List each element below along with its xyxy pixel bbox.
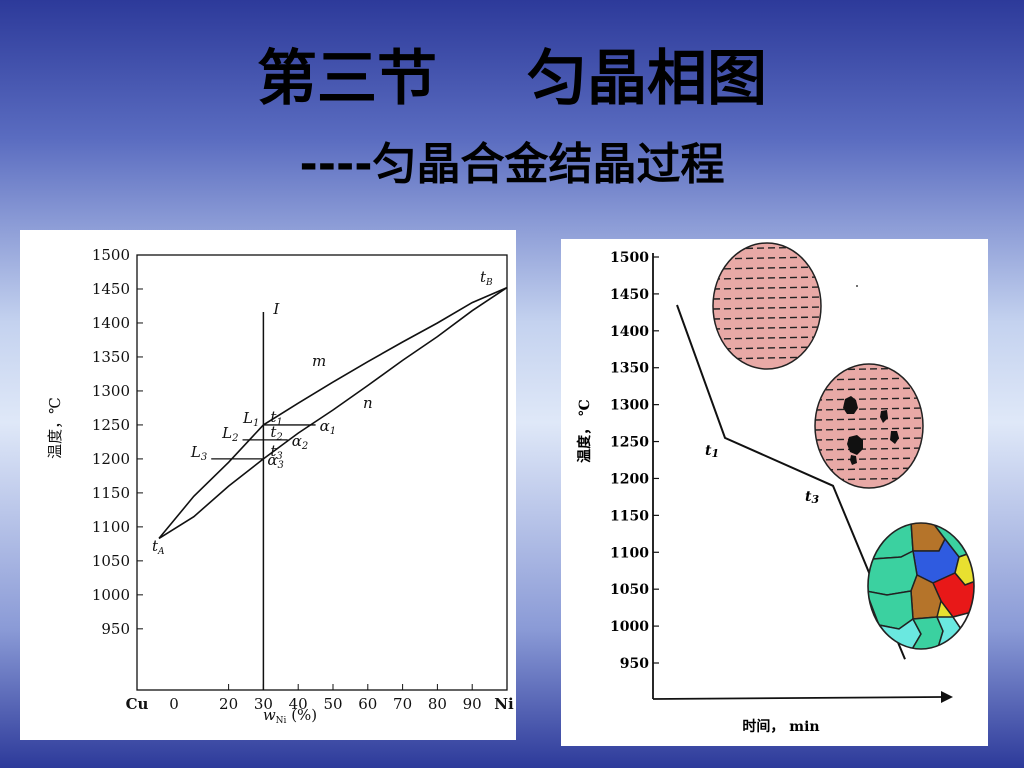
y-tick-label: 1350	[92, 348, 130, 366]
y-tick-label: 1500	[610, 250, 649, 266]
y-tick-label: 1050	[92, 552, 130, 570]
x-axis-label: 时间， min	[742, 718, 819, 735]
dash-line	[815, 437, 923, 441]
dash-line	[713, 326, 821, 330]
label-tB: tB	[480, 268, 493, 288]
label-alpha: α2	[292, 432, 309, 452]
dash-line	[815, 417, 923, 421]
dash-line	[713, 336, 821, 340]
label-tA: tA	[152, 537, 165, 557]
dash-line	[815, 447, 923, 451]
phase-diagram-panel: 1500 1450 1400 1350 1300 1250 1200 1150 1100 1050…	[20, 230, 516, 740]
speck	[856, 285, 858, 287]
label-n: n	[363, 394, 373, 412]
microstructure-liquid	[712, 242, 822, 370]
section-number: 第三节	[257, 44, 437, 114]
microstructure-grains	[867, 522, 975, 650]
y-tick-label: 950	[620, 656, 649, 672]
y-tick-label: 950	[101, 620, 130, 638]
x-tick-label: 80	[428, 695, 447, 713]
dash-line	[815, 467, 923, 471]
x-axis-arrow	[941, 691, 953, 703]
y-tick-label: 1450	[92, 280, 130, 298]
slide-title: 第三节 匀晶相图	[0, 30, 1024, 117]
y-tick-label: 1100	[92, 518, 130, 536]
y-tick-label: 1050	[610, 582, 649, 598]
x-tick-label: 30	[254, 695, 273, 713]
dash-line	[815, 407, 923, 411]
liquidus-curve-m	[158, 286, 508, 539]
dash-line	[815, 387, 923, 391]
x-tick-label: Ni	[494, 695, 514, 713]
dash-line	[815, 457, 923, 461]
y-tick-label: 1400	[610, 324, 649, 340]
dash-line	[713, 266, 821, 270]
section-title: 匀晶相图	[527, 44, 767, 114]
x-tick-label: 70	[393, 695, 412, 713]
cooling-curve-chart: 1500 1450 1400 1350 1300 1250 1200 1150 1100 1050…	[576, 242, 975, 735]
y-tick-label: 1150	[92, 484, 130, 502]
x-axis-label: wNi (%)	[263, 706, 317, 726]
y-tick-label: 1250	[92, 416, 130, 434]
dash-line	[713, 276, 821, 280]
dash-line	[815, 397, 923, 401]
y-tick-label: 1500	[92, 246, 130, 264]
x-tick-label: Cu	[126, 695, 149, 713]
grain	[910, 523, 946, 552]
y-tick-label: 1350	[610, 361, 649, 377]
cooling-curve-panel: 1500 1450 1400 1350 1300 1250 1200 1150 1100 1050…	[561, 239, 988, 746]
label-alpha: α1	[320, 417, 337, 437]
dash-line	[713, 286, 821, 290]
x-tick-label: 60	[358, 695, 377, 713]
dash-line	[713, 306, 821, 310]
dash-line	[713, 346, 821, 350]
label-L1: L1	[242, 409, 259, 429]
label-L2: L2	[221, 424, 238, 444]
plot-frame	[136, 254, 508, 691]
alloy-label-I: I	[272, 300, 280, 318]
y-tick-label: 1200	[92, 450, 130, 468]
label-t3: t3	[805, 489, 819, 506]
dash-line	[815, 427, 923, 431]
y-tick-label: 1250	[610, 435, 649, 451]
phase-diagram-chart: 1500 1450 1400 1350 1300 1250 1200 1150 1100 1050…	[46, 246, 514, 726]
y-axis-label: 温度，℃	[46, 397, 64, 459]
y-tick-label: 1200	[610, 471, 649, 487]
y-tick-label: 1000	[92, 586, 130, 604]
y-tick-label: 1300	[610, 398, 649, 414]
label-t1: t1	[705, 443, 719, 460]
x-tick-label: 50	[323, 695, 342, 713]
dash-line	[713, 296, 821, 300]
microstructure-nucleation	[814, 363, 924, 489]
dash-line	[713, 316, 821, 320]
x-axis	[652, 696, 942, 700]
y-tick-label: 1100	[610, 545, 649, 561]
y-tick-label: 1400	[92, 314, 130, 332]
slide-subtitle: ----匀晶合金结晶过程	[299, 139, 725, 190]
x-tick-label: 0	[169, 695, 179, 713]
y-tick-label: 1000	[610, 619, 649, 635]
y-tick-label: 1300	[92, 382, 130, 400]
x-tick-label: 20	[219, 695, 238, 713]
y-tick-label: 1450	[610, 287, 649, 303]
x-tick-label: 40	[289, 695, 308, 713]
y-tick-label: 1150	[610, 508, 649, 524]
solidus-curve-n	[158, 286, 508, 540]
y-axis-label: 温度， ℃	[576, 399, 593, 463]
grain	[868, 523, 914, 560]
x-tick-label: 90	[463, 695, 482, 713]
label-L3: L3	[190, 443, 207, 463]
label-m: m	[312, 352, 326, 370]
solid-nuclei	[843, 396, 899, 465]
